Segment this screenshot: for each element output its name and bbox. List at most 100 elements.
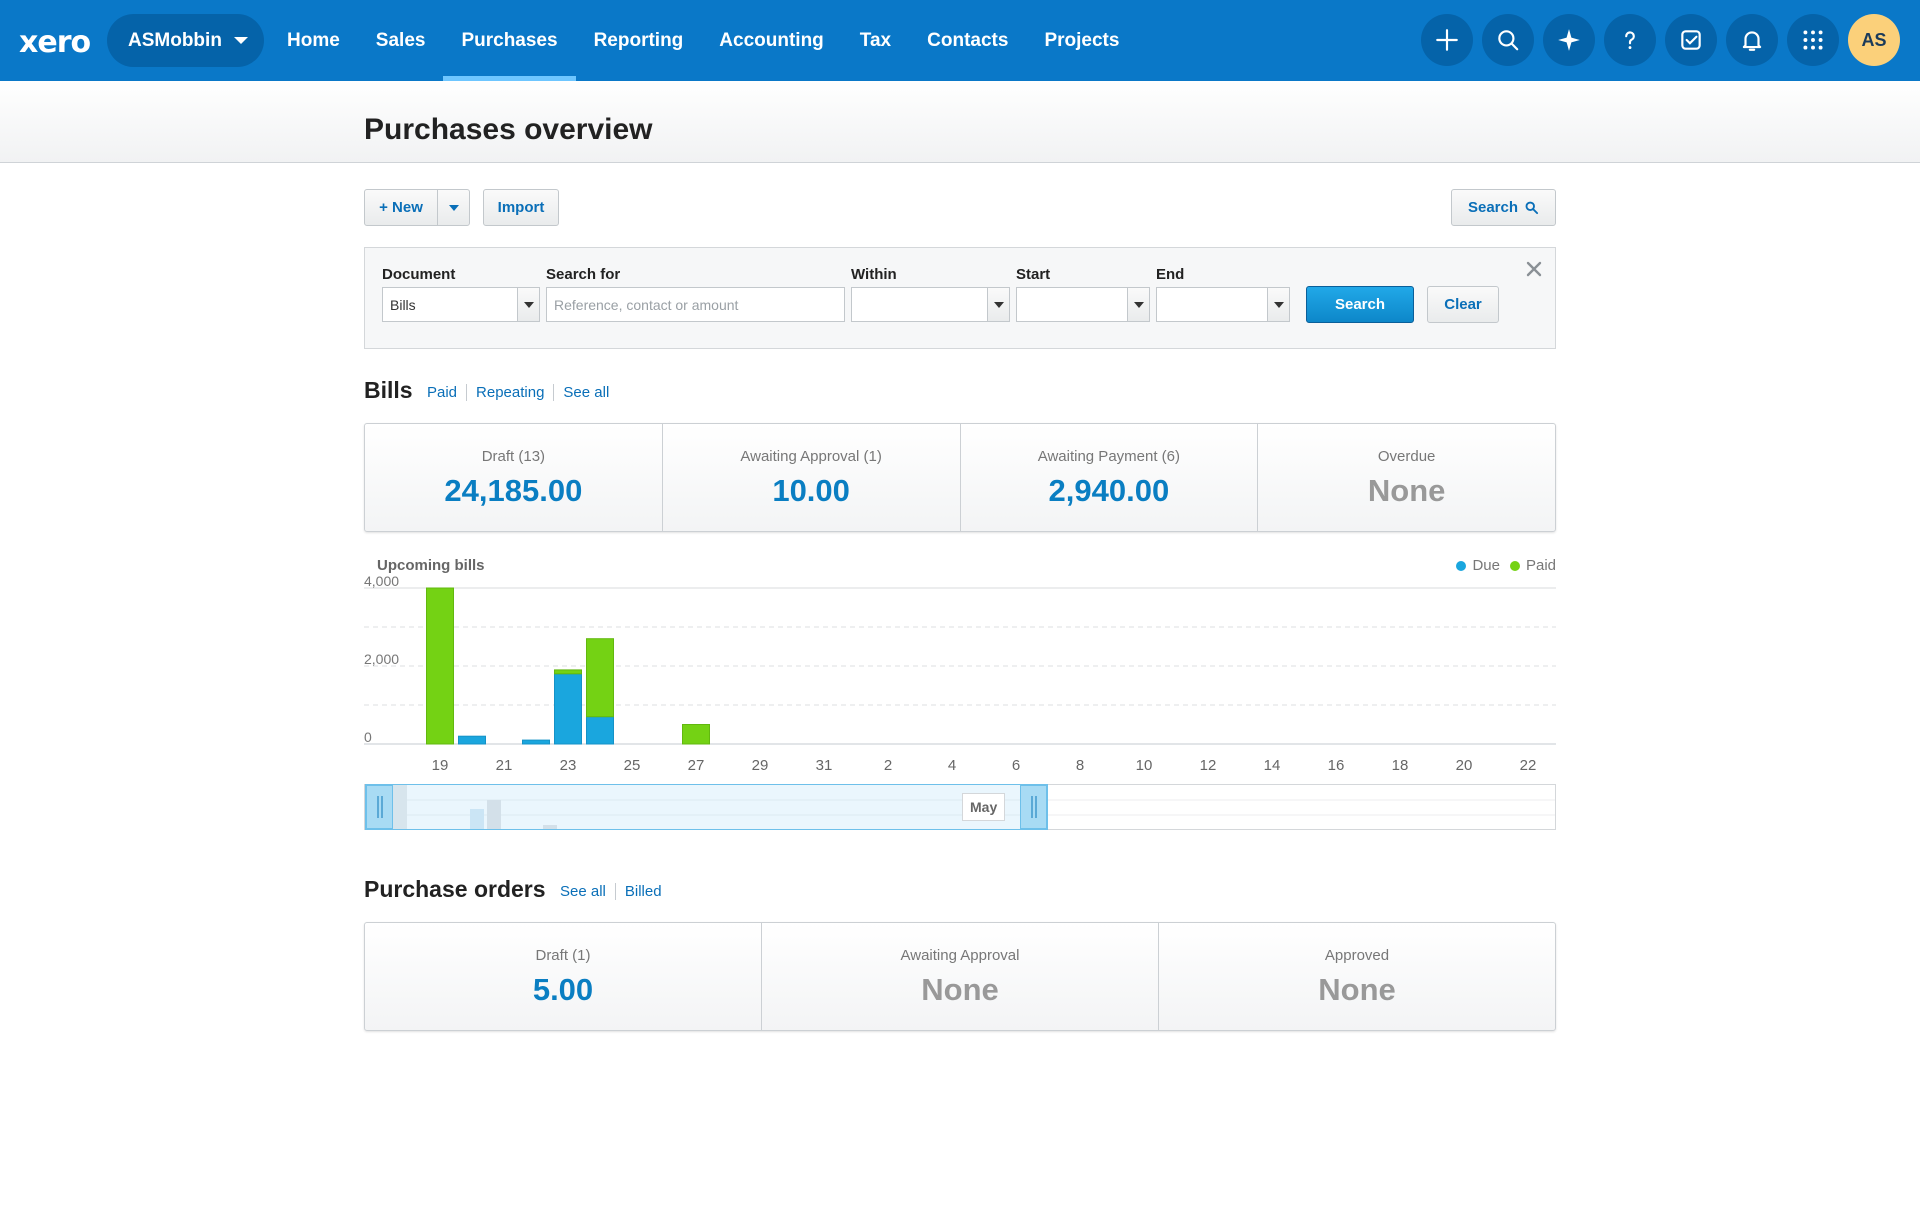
help-button[interactable] bbox=[1604, 14, 1656, 66]
document-select-toggle[interactable] bbox=[517, 288, 539, 321]
new-dropdown-button[interactable] bbox=[437, 189, 470, 226]
create-new-button[interactable] bbox=[1421, 14, 1473, 66]
x-tick-label: 4 bbox=[948, 757, 956, 774]
document-select[interactable]: Bills bbox=[382, 287, 540, 322]
app-launcher-button[interactable] bbox=[1787, 14, 1839, 66]
main-nav: Home Sales Purchases Reporting Accountin… bbox=[269, 0, 1137, 81]
card-label: Draft (13) bbox=[481, 448, 546, 465]
chart-range-navigator[interactable]: May bbox=[364, 784, 1556, 830]
legend-item-due[interactable]: Due bbox=[1456, 557, 1500, 574]
x-tick-label: 29 bbox=[752, 757, 769, 774]
import-button[interactable]: Import bbox=[483, 189, 559, 226]
end-date-toggle[interactable] bbox=[1267, 288, 1289, 321]
navigator-left-handle[interactable] bbox=[366, 785, 393, 829]
search-for-label: Search for bbox=[546, 266, 621, 283]
nav-projects[interactable]: Projects bbox=[1044, 29, 1120, 51]
po-card-awaiting-approval[interactable]: Awaiting Approval None bbox=[761, 923, 1158, 1030]
bills-card-awaiting-approval[interactable]: Awaiting Approval (1) 10.00 bbox=[661, 424, 960, 531]
card-label: Draft (1) bbox=[535, 947, 591, 964]
po-link-billed[interactable]: Billed bbox=[614, 883, 671, 900]
bills-section-title: Bills bbox=[364, 377, 413, 403]
nav-sales[interactable]: Sales bbox=[375, 29, 426, 51]
bills-link-see-all[interactable]: See all bbox=[553, 384, 618, 401]
search-icon bbox=[1498, 30, 1519, 51]
bills-card-overdue[interactable]: Overdue None bbox=[1257, 424, 1555, 531]
chevron-down-icon bbox=[523, 301, 534, 308]
x-tick-label: 31 bbox=[816, 757, 833, 774]
document-label: Document bbox=[382, 266, 456, 283]
within-select[interactable] bbox=[851, 287, 1010, 322]
bell-icon bbox=[1742, 31, 1762, 51]
organisation-switcher[interactable]: ASMobbin bbox=[107, 14, 264, 67]
x-tick-label: 2 bbox=[884, 757, 892, 774]
navigator-selection-window[interactable]: May bbox=[365, 784, 1048, 830]
po-card-draft[interactable]: Draft (1) 5.00 bbox=[365, 923, 761, 1030]
navigator-right-handle[interactable] bbox=[1020, 785, 1047, 829]
top-navigation-bar: xero ASMobbin Home Sales Purchases Repor… bbox=[0, 0, 1920, 81]
x-tick-label: 21 bbox=[496, 757, 513, 774]
bills-card-awaiting-payment[interactable]: Awaiting Payment (6) 2,940.00 bbox=[959, 424, 1258, 531]
legend-item-paid[interactable]: Paid bbox=[1509, 557, 1556, 574]
po-card-approved[interactable]: Approved None bbox=[1158, 923, 1555, 1030]
clear-button[interactable]: Clear bbox=[1427, 286, 1499, 323]
card-value: 24,185.00 bbox=[444, 473, 583, 508]
search-for-input[interactable] bbox=[554, 296, 844, 313]
within-select-toggle[interactable] bbox=[987, 288, 1009, 321]
x-tick-label: 6 bbox=[1012, 757, 1020, 774]
grip-icon bbox=[380, 796, 383, 818]
due-bar bbox=[554, 673, 582, 745]
search-for-field[interactable] bbox=[546, 287, 845, 322]
start-date-toggle[interactable] bbox=[1127, 288, 1149, 321]
bills-link-paid[interactable]: Paid bbox=[427, 384, 458, 401]
nav-purchases[interactable]: Purchases bbox=[443, 0, 576, 81]
close-icon[interactable] bbox=[1525, 260, 1543, 278]
bills-link-repeating[interactable]: Repeating bbox=[466, 384, 553, 401]
po-link-see-all[interactable]: See all bbox=[560, 883, 606, 900]
purchase-orders-section-title: Purchase orders bbox=[364, 876, 546, 902]
purchase-orders-links: See all Billed bbox=[560, 883, 671, 900]
new-button-label: + New bbox=[379, 199, 423, 216]
x-tick-label: 19 bbox=[432, 757, 449, 774]
due-bar bbox=[586, 716, 614, 745]
navigator-preview bbox=[365, 785, 1555, 829]
x-tick-label: 27 bbox=[688, 757, 705, 774]
x-tick-label: 12 bbox=[1200, 757, 1217, 774]
nav-home[interactable]: Home bbox=[287, 29, 340, 51]
chart-title: Upcoming bills bbox=[377, 557, 485, 574]
legend-label-due: Due bbox=[1472, 557, 1500, 574]
x-tick-label: 18 bbox=[1392, 757, 1409, 774]
card-label: Approved bbox=[1324, 947, 1390, 964]
global-search-button[interactable] bbox=[1482, 14, 1534, 66]
chevron-down-icon bbox=[1133, 301, 1144, 308]
within-label: Within bbox=[851, 266, 897, 283]
bills-card-draft[interactable]: Draft (13) 24,185.00 bbox=[365, 424, 662, 531]
x-tick-label: 23 bbox=[560, 757, 577, 774]
legend-swatch-due bbox=[1456, 560, 1467, 571]
notifications-button[interactable] bbox=[1726, 14, 1778, 66]
new-button[interactable]: + New bbox=[364, 189, 438, 226]
purchase-orders-summary-cards: Draft (1) 5.00 Awaiting Approval None Ap… bbox=[364, 922, 1556, 1031]
nav-tax[interactable]: Tax bbox=[859, 29, 892, 51]
card-value: None bbox=[1318, 972, 1396, 1007]
search-submit-button[interactable]: Search bbox=[1306, 286, 1414, 323]
xero-logo[interactable]: xero bbox=[19, 25, 91, 60]
grip-icon bbox=[1030, 796, 1033, 818]
start-date-field[interactable] bbox=[1016, 287, 1150, 322]
toggle-search-button[interactable]: Search bbox=[1451, 189, 1556, 226]
sparkle-icon bbox=[1558, 29, 1580, 51]
plus-icon bbox=[1436, 29, 1458, 51]
organisation-name: ASMobbin bbox=[128, 29, 222, 51]
bills-links: Paid Repeating See all bbox=[427, 384, 618, 401]
user-avatar[interactable]: AS bbox=[1848, 14, 1900, 66]
paid-bar bbox=[426, 587, 454, 745]
search-panel: Document Bills Search for Within Start E… bbox=[364, 247, 1556, 349]
nav-accounting[interactable]: Accounting bbox=[719, 29, 824, 51]
tasks-button[interactable] bbox=[1665, 14, 1717, 66]
bills-summary-cards: Draft (13) 24,185.00 Awaiting Approval (… bbox=[364, 423, 1556, 532]
due-bar bbox=[522, 739, 550, 745]
card-label: Awaiting Payment (6) bbox=[1037, 448, 1181, 465]
nav-reporting[interactable]: Reporting bbox=[593, 29, 684, 51]
assistant-button[interactable] bbox=[1543, 14, 1595, 66]
end-date-field[interactable] bbox=[1156, 287, 1290, 322]
nav-contacts[interactable]: Contacts bbox=[927, 29, 1009, 51]
